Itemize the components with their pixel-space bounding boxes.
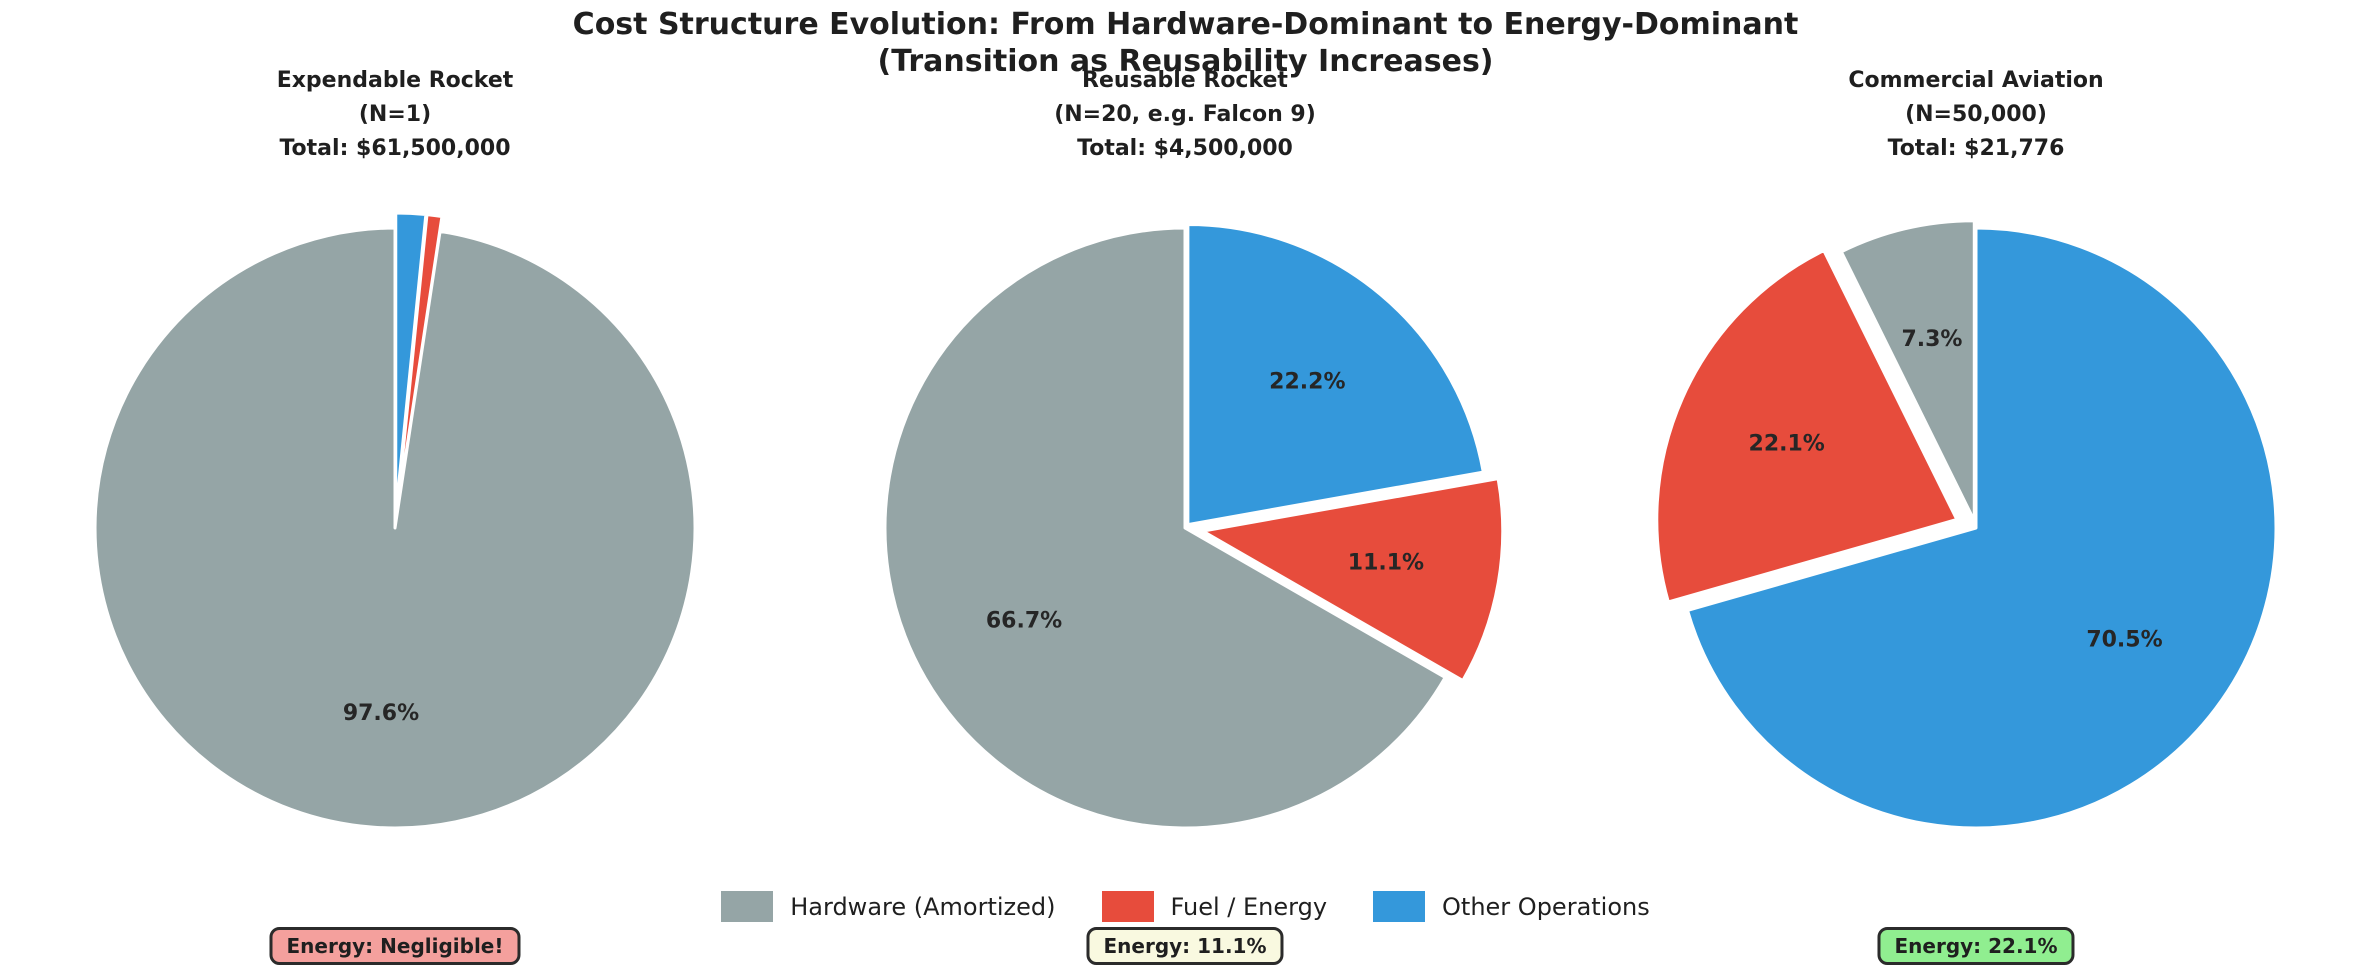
subplot-title-line: Expendable Rocket	[276, 68, 514, 93]
subplot-title-line: (N=20, e.g. Falcon 9)	[1054, 102, 1316, 127]
subplot-title-line: (N=50,000)	[1905, 102, 2047, 127]
subplot-title-line: Total: $21,776	[1887, 136, 2065, 161]
legend: Hardware (Amortized) Fuel / Energy Other…	[0, 891, 2371, 922]
subplot-reusable-rocket: Reusable Rocket (N=20, e.g. Falcon 9) To…	[790, 0, 1580, 974]
pie-percent-label: 66.7%	[986, 609, 1062, 634]
legend-swatch-other-operations	[1373, 891, 1426, 922]
legend-label-fuel-energy: Fuel / Energy	[1170, 892, 1328, 921]
subplot-title-commercial-aviation: Commercial Aviation (N=50,000) Total: $2…	[1581, 64, 2371, 166]
legend-label-other-operations: Other Operations	[1442, 892, 1650, 921]
subplot-commercial-aviation: Commercial Aviation (N=50,000) Total: $2…	[1581, 0, 2371, 974]
annotation-energy-negligible: Energy: Negligible!	[269, 927, 521, 965]
figure-title-line2: (Transition as Reusability Increases)	[877, 44, 1494, 79]
annotation-energy-22-1: Energy: 22.1%	[1877, 927, 2075, 965]
legend-label-hardware: Hardware (Amortized)	[790, 892, 1056, 921]
pie-percent-label: 97.6%	[343, 701, 419, 726]
pie-percent-label: 7.3%	[1901, 327, 1962, 352]
annotation-energy-11-1: Energy: 11.1%	[1086, 927, 1284, 965]
subplot-title-line: Commercial Aviation	[1848, 68, 2104, 93]
pie-slice-fuel-energy	[1655, 249, 1959, 604]
subplot-title-expendable-rocket: Expendable Rocket (N=1) Total: $61,500,0…	[0, 64, 790, 166]
legend-swatch-fuel-energy	[1101, 891, 1154, 922]
subplot-expendable-rocket: Expendable Rocket (N=1) Total: $61,500,0…	[0, 0, 790, 974]
subplot-title-reusable-rocket: Reusable Rocket (N=20, e.g. Falcon 9) To…	[790, 64, 1580, 166]
subplot-title-line: (N=1)	[358, 102, 432, 127]
pie-percent-label: 22.2%	[1269, 369, 1345, 394]
pie-slice-hardware-amortized	[1839, 219, 1976, 523]
legend-item-other-operations: Other Operations	[1373, 891, 1650, 922]
legend-swatch-hardware	[721, 891, 774, 922]
pie-percent-label: 11.1%	[1348, 551, 1424, 576]
pie-slice-fuel-energy	[1201, 477, 1505, 683]
subplot-title-line: Reusable Rocket	[1082, 68, 1288, 93]
pie-slice-hardware-amortized	[883, 226, 1447, 830]
subplot-title-line: Total: $61,500,000	[279, 136, 511, 161]
figure-title-line1: Cost Structure Evolution: From Hardware-…	[572, 7, 1799, 42]
pie-chart-reusable-rocket: 66.7% 11.1% 22.2%	[883, 223, 1505, 830]
pie-slice-other-operations	[394, 211, 428, 515]
pie-chart-expendable-rocket: 97.6%	[93, 211, 697, 830]
legend-item-fuel-energy: Fuel / Energy	[1101, 891, 1328, 922]
legend-item-hardware: Hardware (Amortized)	[721, 891, 1056, 922]
pie-percent-label: 70.5%	[2086, 628, 2162, 653]
figure-title: Cost Structure Evolution: From Hardware-…	[0, 6, 2371, 80]
pie-slice-other-operations	[1686, 226, 2278, 830]
pie-chart-commercial-aviation: 7.3% 22.1% 70.5%	[1655, 219, 2278, 830]
subplot-title-line: Total: $4,500,000	[1077, 136, 1293, 161]
pie-slice-hardware-amortized	[93, 226, 697, 830]
pie-slice-other-operations	[1186, 223, 1485, 527]
pie-percent-label: 22.1%	[1749, 432, 1825, 457]
